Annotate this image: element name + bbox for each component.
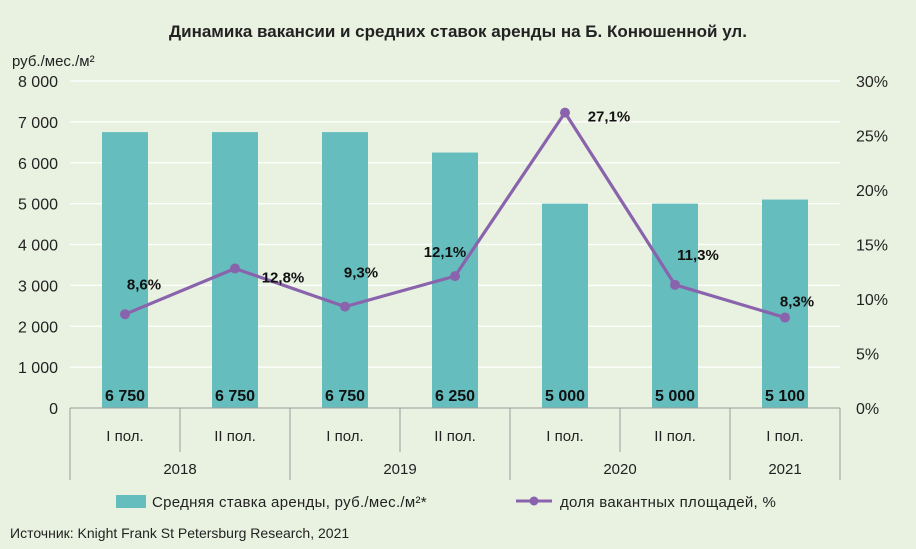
legend-bar-label: Средняя ставка аренды, руб./мес./м²* xyxy=(152,494,427,511)
vacancy-value-label: 12,1% xyxy=(424,244,467,261)
vacancy-value-label: 27,1% xyxy=(588,109,631,126)
category-label: II пол. xyxy=(654,428,696,445)
category-label: II пол. xyxy=(214,428,256,445)
y-axis-ticks: 8 000 7 000 6 000 5 000 4 000 3 000 2 000 1 000… xyxy=(18,74,58,418)
legend-line-marker xyxy=(529,496,539,506)
vacancy-point xyxy=(670,279,680,290)
bar-value-label: 6 750 xyxy=(325,388,365,405)
source-note: Источник: Knight Frank St Petersburg Res… xyxy=(10,525,349,541)
category-label: I пол. xyxy=(326,428,363,445)
bar xyxy=(652,203,698,408)
y2-tick-label: 10% xyxy=(856,292,888,309)
y2-tick-label: 20% xyxy=(856,183,888,200)
vacancy-point xyxy=(450,271,460,282)
y-tick-label: 0 xyxy=(49,401,58,418)
bar-value-label: 5 000 xyxy=(655,388,695,405)
bar xyxy=(762,199,808,408)
bar-value-label: 6 750 xyxy=(105,388,145,405)
y-tick-label: 7 000 xyxy=(18,115,58,132)
bar-labels: 6 750 6 750 6 750 6 250 5 000 5 000 5 100 xyxy=(105,388,805,405)
year-label: 2020 xyxy=(603,461,636,478)
category-label: I пол. xyxy=(766,428,803,445)
vacancy-value-label: 12,8% xyxy=(262,269,305,286)
year-label: 2018 xyxy=(163,461,196,478)
year-label: 2019 xyxy=(383,461,416,478)
vacancy-value-label: 8,3% xyxy=(780,294,814,311)
y2-tick-label: 25% xyxy=(856,129,888,146)
vacancy-value-label: 8,6% xyxy=(127,276,161,293)
bar-value-label: 5 100 xyxy=(765,388,805,405)
vacancy-value-label: 11,3% xyxy=(677,247,719,264)
y-tick-label: 2 000 xyxy=(18,319,58,336)
bar xyxy=(542,203,588,408)
bar xyxy=(322,132,368,408)
bar-value-label: 6 750 xyxy=(215,388,255,405)
bar-value-label: 6 250 xyxy=(435,388,475,405)
x-axis: I пол. II пол. I пол. II пол. I пол. II пол. I… xyxy=(69,407,841,480)
y2-tick-label: 15% xyxy=(856,238,888,255)
category-label: I пол. xyxy=(546,428,583,445)
category-label: I пол. xyxy=(106,428,143,445)
vacancy-point xyxy=(230,263,240,274)
y2-tick-label: 0% xyxy=(856,401,879,418)
vacancy-line xyxy=(120,107,790,323)
vacancy-point xyxy=(560,107,570,118)
y-tick-label: 3 000 xyxy=(18,278,58,295)
vacancy-point xyxy=(780,312,790,323)
y-tick-label: 5 000 xyxy=(18,197,58,214)
y-tick-label: 4 000 xyxy=(18,238,58,255)
y-axis-unit: руб./мес./м² xyxy=(12,53,95,70)
legend-line-label: доля вакантных площадей, % xyxy=(560,494,776,511)
vacancy-value-label: 9,3% xyxy=(344,265,378,282)
bar-value-label: 5 000 xyxy=(545,388,585,405)
y2-tick-label: 5% xyxy=(856,347,879,364)
bar xyxy=(102,132,148,408)
chart-title: Динамика вакансии и средних ставок аренд… xyxy=(169,22,747,41)
legend-bar-swatch xyxy=(116,495,146,508)
vacancy-point xyxy=(120,309,130,320)
y-tick-label: 1 000 xyxy=(18,360,58,377)
line-labels: 8,6% 12,8% 9,3% 12,1% 27,1% 11,3% 8,3% xyxy=(127,109,814,311)
vacancy-point xyxy=(340,301,350,312)
category-label: II пол. xyxy=(434,428,476,445)
y-tick-label: 6 000 xyxy=(18,156,58,173)
legend: Средняя ставка аренды, руб./мес./м²* дол… xyxy=(116,494,776,511)
y2-axis-ticks: 30% 25% 20% 15% 10% 5% 0% xyxy=(856,74,888,418)
y2-tick-label: 30% xyxy=(856,74,888,91)
y-tick-label: 8 000 xyxy=(18,74,58,91)
year-label: 2021 xyxy=(768,461,801,478)
